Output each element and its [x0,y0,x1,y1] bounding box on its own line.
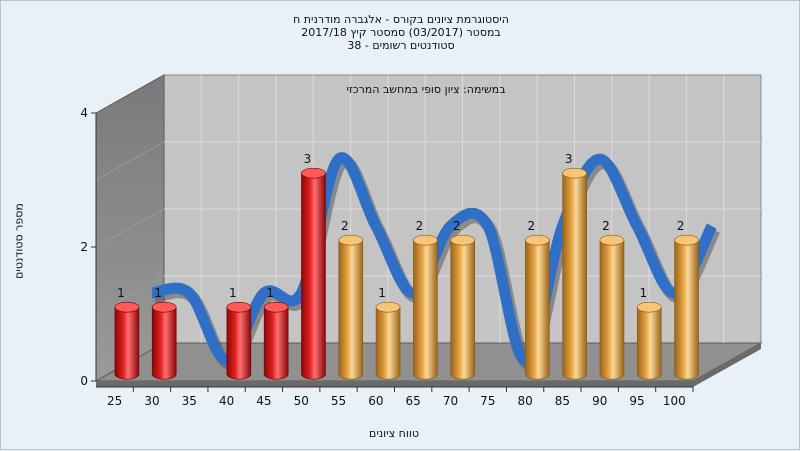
bar [562,167,587,380]
bar [674,234,699,380]
bar-value-label: 3 [565,152,573,166]
x-tick-label: 100 [663,394,686,408]
bar-top [263,301,289,313]
y-axis-title: מספר סטודנטים [12,203,26,279]
bar [114,301,140,380]
bar-value-label: 3 [304,152,312,166]
bar-value-label: 1 [266,286,274,300]
bar [413,234,438,380]
bar-top [413,234,438,246]
bar-top [114,301,140,313]
bar [375,301,401,380]
bar-value-label: 2 [528,219,536,233]
bar-top [301,167,326,179]
bar-body [338,239,364,380]
bar-value-label: 2 [416,219,424,233]
bar-value-label: 1 [117,286,125,300]
bar [525,234,550,380]
bar-value-label: 2 [341,219,349,233]
bar-body [413,239,438,380]
bar-body [301,172,326,380]
bar-body [599,239,625,380]
x-tick-label: 65 [406,394,421,408]
bar [301,167,326,380]
bar-body [450,239,476,380]
bar-value-label: 1 [229,286,237,300]
bar-value-label: 2 [453,219,461,233]
bar-top [338,234,364,246]
bar-top [525,234,550,246]
bar-body [525,239,550,380]
x-tick-label: 95 [629,394,644,408]
bar [226,301,252,380]
x-axis-title: טווח ציונים [369,427,419,440]
x-tick-label: 80 [517,394,532,408]
bar-body [636,306,662,380]
bar-body [114,306,140,380]
bar-body [263,306,289,380]
bar [636,301,662,380]
bar-body [375,306,401,380]
bar [151,301,177,380]
distribution-curve [151,152,717,366]
bar-top [599,234,625,246]
x-tick-label: 85 [555,394,570,408]
x-tick-label: 50 [294,394,309,408]
bar [263,301,289,380]
bar-top [151,301,177,313]
x-tick-label: 55 [331,394,346,408]
x-tick-label: 45 [256,394,271,408]
chart-title-line-1: היסטוגרמת ציונים בקורס - אלגברה מודרנית … [293,13,509,26]
gridline-side [95,208,165,248]
bar-value-label: 1 [639,286,647,300]
x-tick-label: 25 [107,394,122,408]
bar-top [450,234,476,246]
x-tick-label: 30 [144,394,159,408]
chart-annotation: במשימה: ציון סופי במחשב המרכזי [346,83,506,96]
bar-body [151,306,177,380]
bar-top [375,301,401,313]
bar [338,234,364,380]
x-tick-label: 40 [219,394,234,408]
x-tick-label: 60 [368,394,383,408]
bar-body [226,306,252,380]
x-tick-label: 75 [480,394,495,408]
bar-top [674,234,699,246]
bar-body [674,239,699,380]
bar-top [226,301,252,313]
x-tick-label: 90 [592,394,607,408]
bar-value-label: 1 [154,286,162,300]
plot-floor-edge [96,343,761,387]
bar-body [562,172,587,380]
bar [450,234,476,380]
bar-top [636,301,662,313]
y-tick-label: 0 [80,374,88,388]
bar [599,234,625,380]
bar-value-label: 2 [677,219,685,233]
y-tick-label: 2 [80,240,88,254]
x-tick-label: 35 [182,394,197,408]
chart-title-line-2: במסטר (03/2017) סמסטר קיץ 2017/18 [301,26,501,39]
gridline-side [95,275,165,315]
gridline-side [95,141,165,181]
bar-top [562,167,587,179]
bar-value-label: 2 [602,219,610,233]
y-tick-label: 4 [80,106,88,120]
chart-title-line-3: סטודנטים רשומים - 38 [347,39,455,52]
x-tick-label: 70 [443,394,458,408]
bar-value-label: 1 [378,286,386,300]
